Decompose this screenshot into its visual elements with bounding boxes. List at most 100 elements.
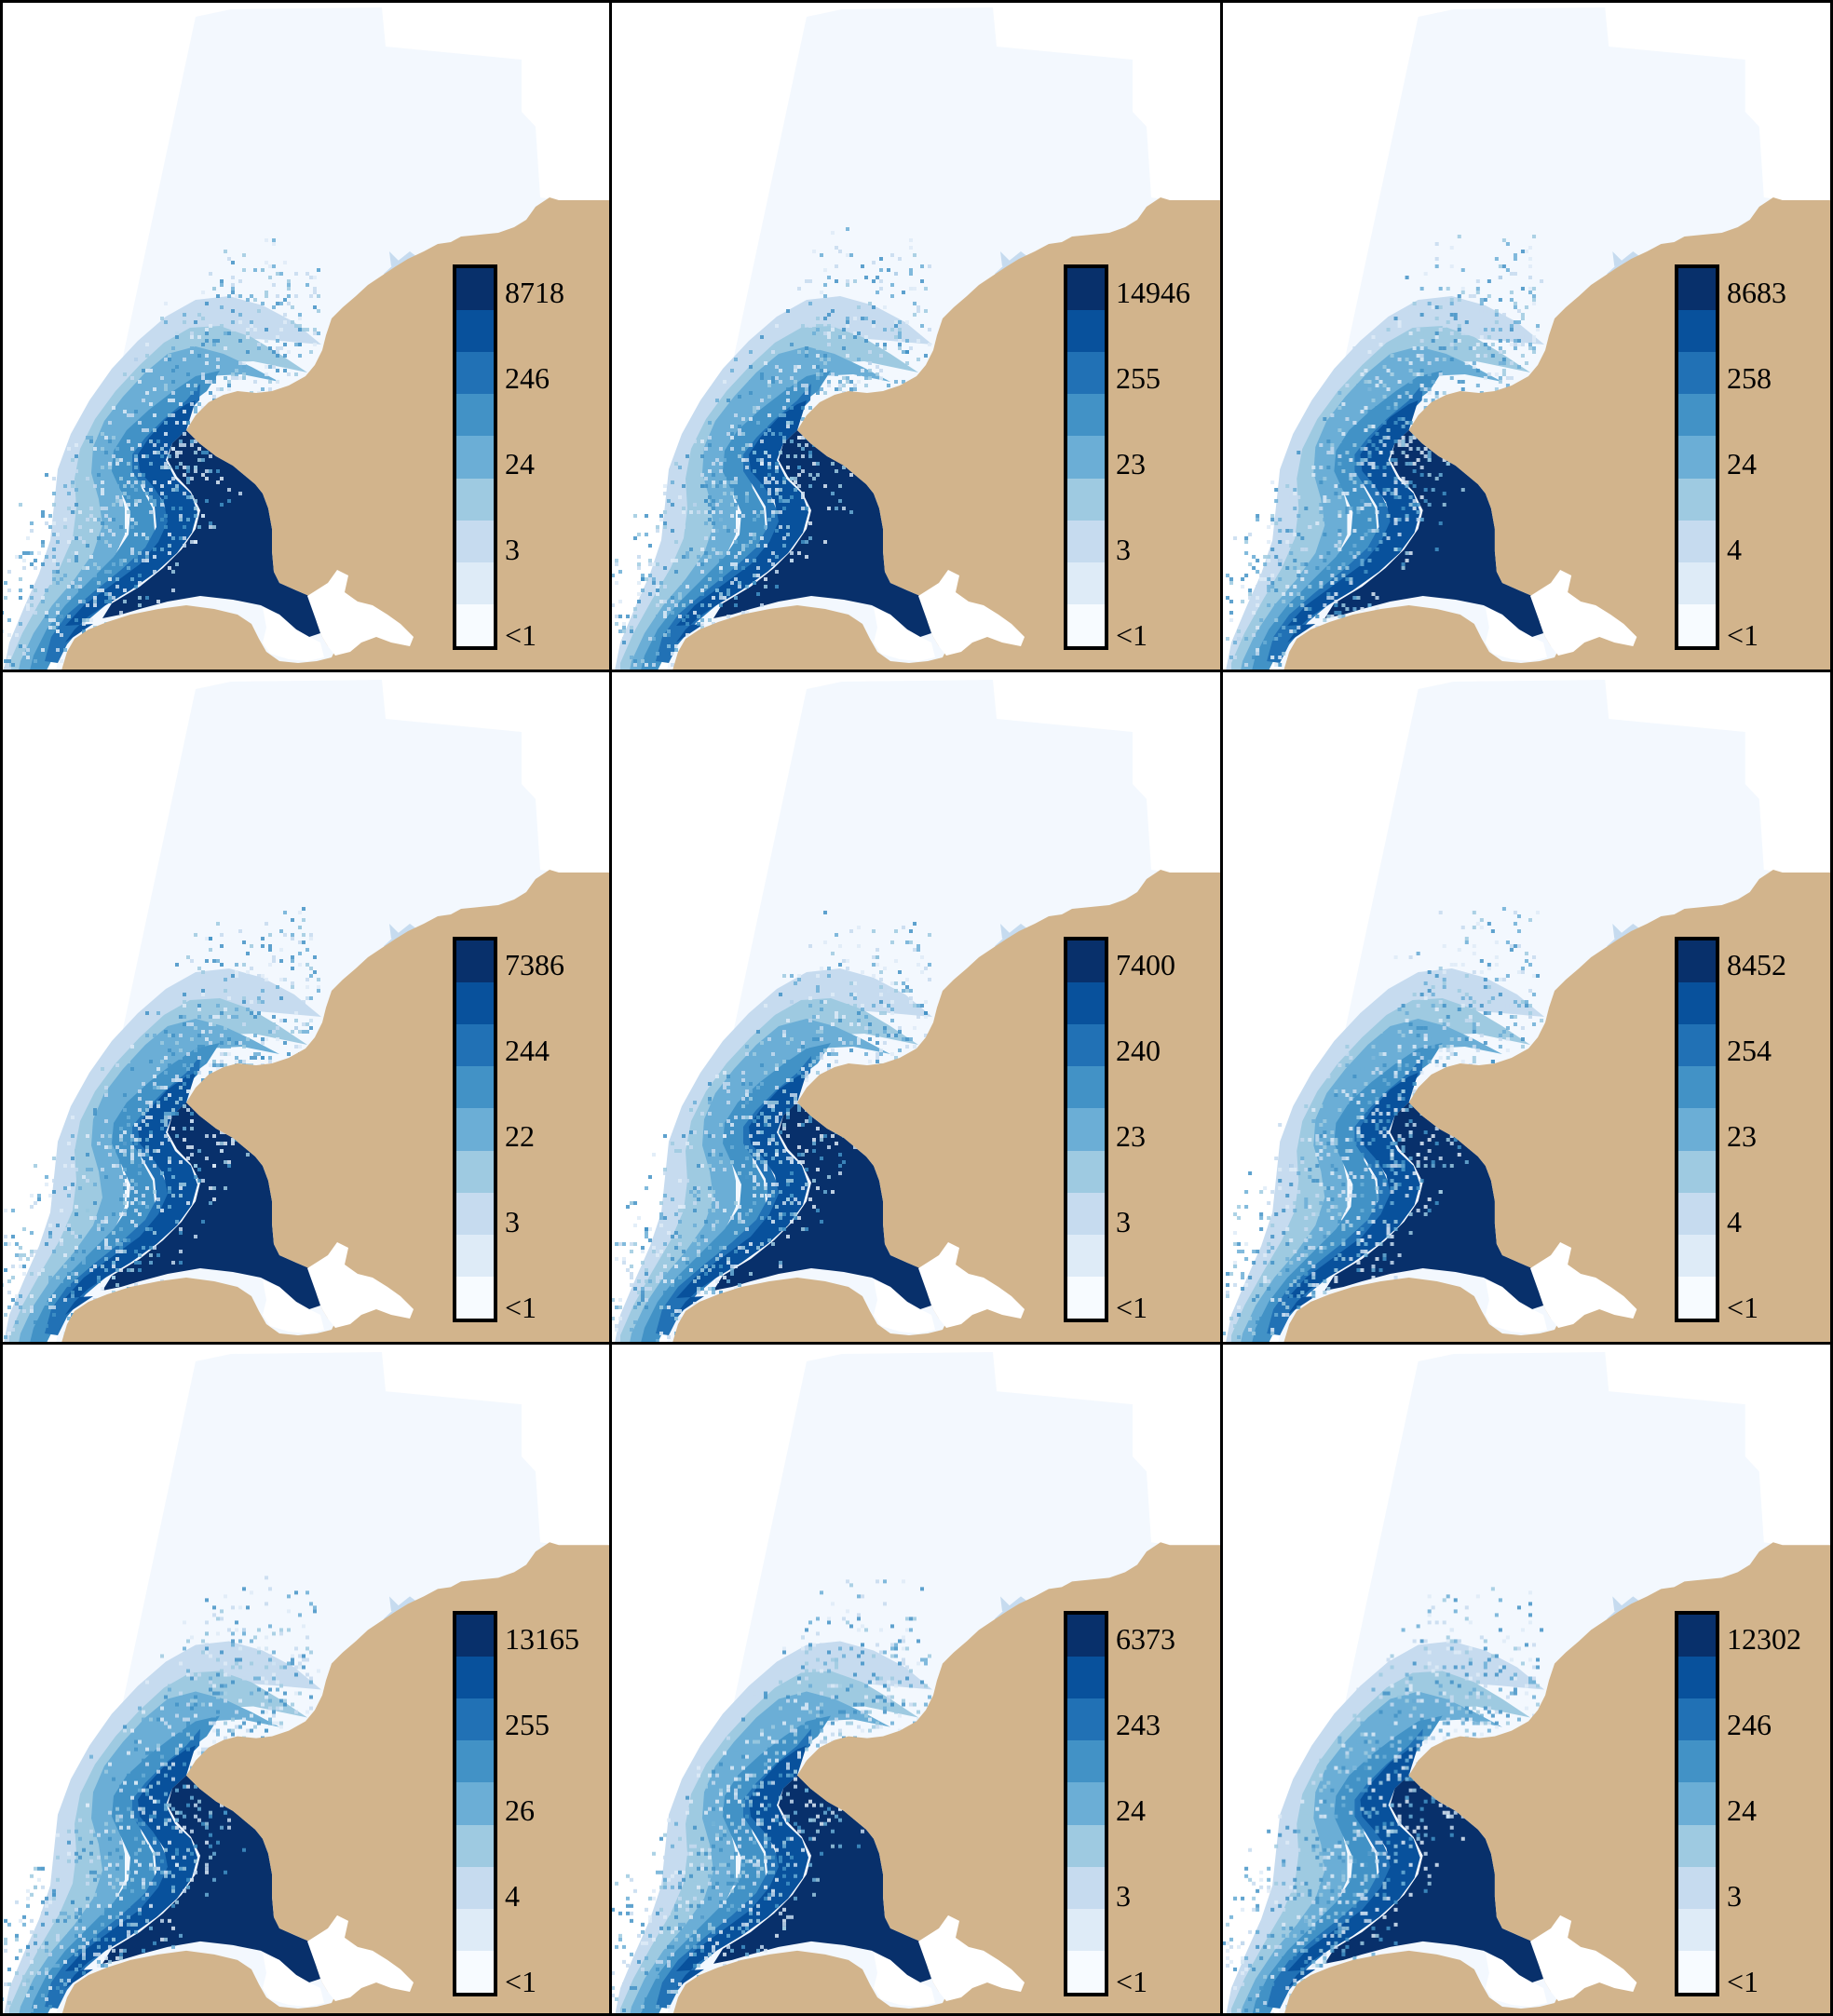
legend-colorbar [453,937,497,1322]
legend-swatch [1067,1782,1105,1826]
legend-swatch [456,436,494,480]
plume-speckle [611,227,931,667]
color-legend: 6373 243 24 3 <1 [1064,1611,1213,2002]
estuary-white [1485,570,1637,661]
legend-label: 258 [1727,361,1772,395]
plume-level-2 [1000,251,1012,266]
grid-line [0,2013,1833,2016]
legend-colorbar [1675,264,1719,650]
legend-swatch [456,603,494,647]
legend-swatch [1067,310,1105,353]
plume-level-7 [1287,1745,1420,1988]
legend-label: 255 [505,1708,550,1741]
plume-level-8 [102,1103,320,1309]
legend-swatch [1678,1824,1716,1868]
estuary-white [263,1242,414,1333]
legend-swatch [1678,1234,1716,1278]
grid-line [1220,0,1223,2016]
estuary-white [1485,1915,1637,2007]
legend-swatch [456,1234,494,1278]
legend-swatch [1678,982,1716,1025]
grid-line [0,1342,1833,1345]
plume-level-2 [1000,924,1012,939]
color-legend: 7400 240 23 3 <1 [1064,937,1213,1328]
plume-level-2 [615,1641,932,2016]
legend-label: 24 [1727,1793,1757,1827]
plume-level-2 [1612,251,1624,266]
plume-level-8 [713,1775,931,1982]
legend-label: 3 [1727,1879,1742,1913]
legend-label: 23 [1116,447,1146,480]
legend-swatch [456,562,494,605]
legend-label: 4 [505,1879,520,1913]
legend-label: 26 [505,1793,535,1827]
legend-swatch [1067,940,1105,983]
plume-level-7 [676,400,808,643]
legend-swatch [1678,1908,1716,1952]
plume-level-2 [4,1641,321,2016]
legend-swatch [456,1782,494,1826]
plume-speckle [0,907,320,1343]
legend-swatch [456,520,494,563]
map-panel-9: 12302 246 24 3 <1 [1222,1345,1833,2016]
legend-label: 255 [1116,361,1161,395]
legend-swatch [456,310,494,353]
plume-level-2 [4,968,321,1343]
grid-line [1830,0,1833,2016]
legend-swatch [1678,1066,1716,1109]
legend-colorbar [1064,1611,1108,1996]
legend-swatch [456,1024,494,1067]
legend-label: 23 [1727,1119,1757,1153]
legend-label: 22 [505,1119,535,1153]
plume-level-5 [1252,1715,1443,2016]
map-panel-3: 8683 258 24 4 <1 [1222,0,1833,670]
plume-level-5 [30,371,220,670]
estuary-white [874,1915,1025,2007]
legend-label: <1 [505,1965,537,1998]
grid-line [0,670,1833,672]
legend-swatch [456,1066,494,1109]
legend-swatch [1067,1615,1105,1657]
legend-swatch [1678,310,1716,353]
legend-swatch [1678,603,1716,647]
plume-level-5 [1252,1043,1443,1343]
plume-level-2 [389,251,401,266]
color-legend: 12302 246 24 3 <1 [1675,1611,1824,2002]
plume-level-8 [1324,1103,1544,1309]
legend-label: 4 [1727,533,1742,566]
grid-line [0,0,1833,3]
legend-swatch [1067,1276,1105,1319]
plume-level-8 [102,1775,320,1982]
legend-swatch [456,394,494,437]
legend-label: <1 [1116,1965,1148,1998]
legend-swatch [1067,1740,1105,1783]
legend-label: 24 [505,447,535,480]
legend-swatch [456,982,494,1025]
legend-label: <1 [1727,618,1759,652]
legend-swatch [1678,520,1716,563]
color-legend: 8718 246 24 3 <1 [453,264,602,656]
legend-swatch [456,1192,494,1236]
plume-speckle [1222,907,1544,1339]
map-panel-8: 6373 243 24 3 <1 [611,1345,1220,2016]
legend-swatch [1678,1657,1716,1699]
legend-label: 23 [1116,1119,1146,1153]
legend-swatch [1067,1950,1105,1994]
legend-swatch [456,940,494,983]
legend-swatch [1067,352,1105,395]
legend-swatch [1067,268,1105,311]
plume-speckle [611,911,931,1343]
plume-level-7 [65,400,197,643]
legend-swatch [1067,1150,1105,1194]
legend-label: 240 [1116,1034,1161,1067]
legend-swatch [456,1908,494,1952]
legend-swatch [1678,478,1716,521]
estuary-white [263,1915,414,2007]
legend-swatch [1678,1950,1716,1994]
legend-label: 8683 [1727,276,1786,309]
legend-swatch [1678,1192,1716,1236]
legend-swatch [1067,478,1105,521]
legend-label: <1 [1116,1291,1148,1324]
legend-label: 8718 [505,276,564,309]
